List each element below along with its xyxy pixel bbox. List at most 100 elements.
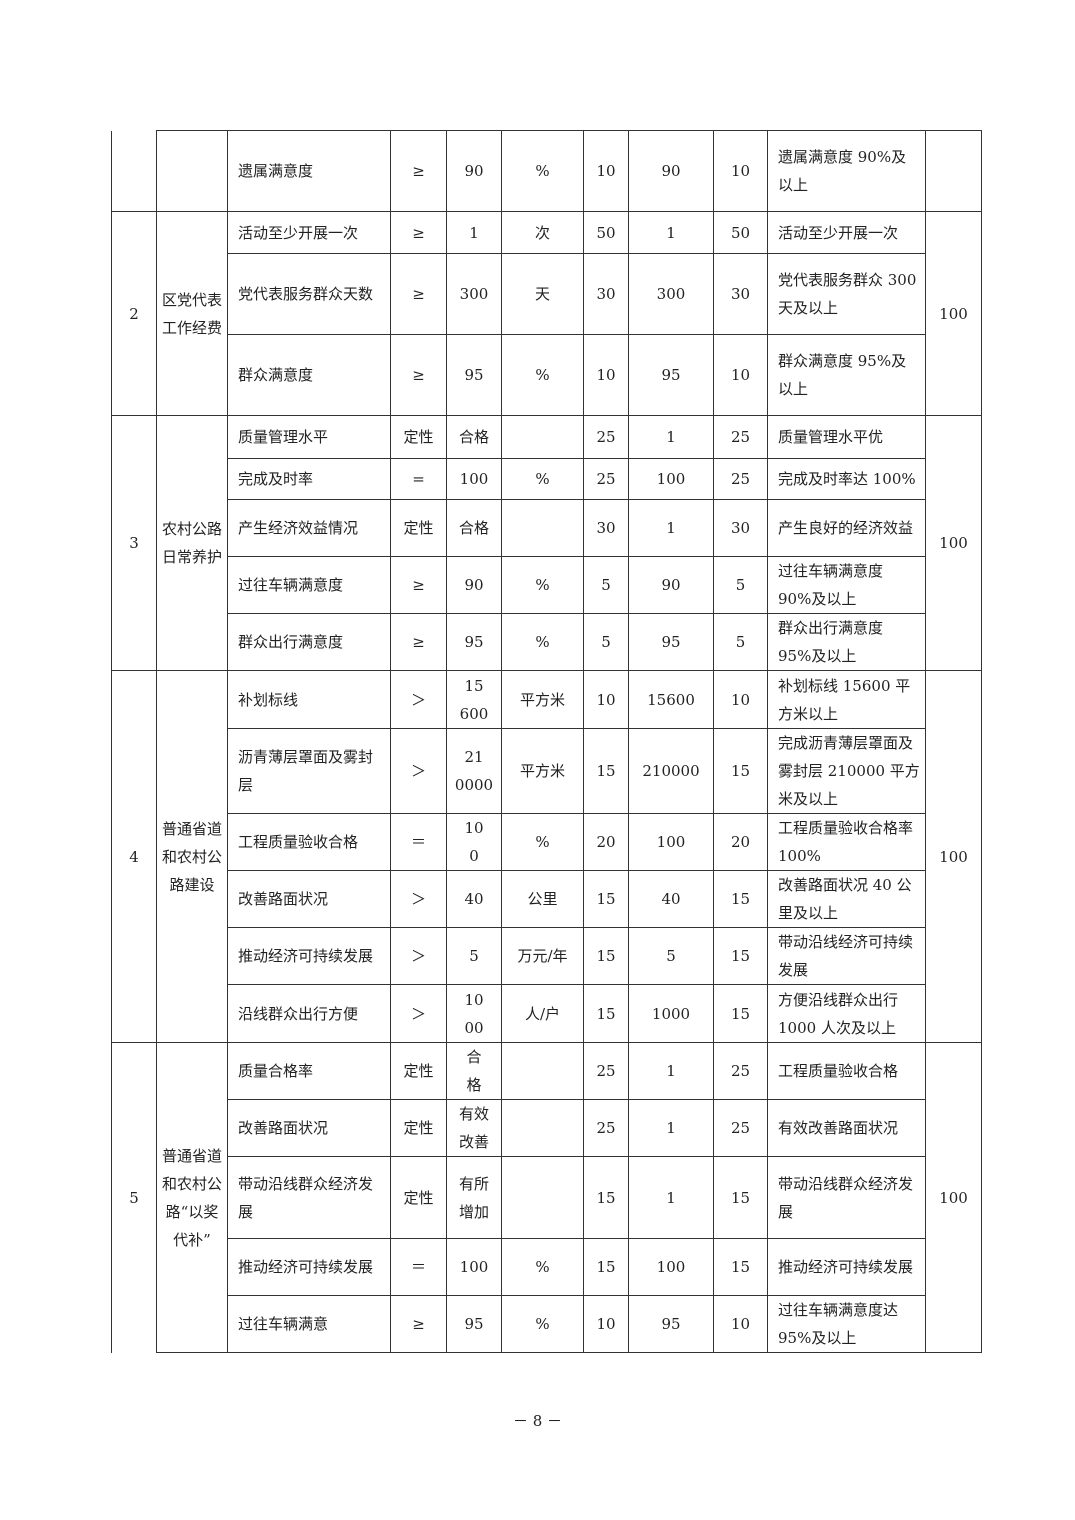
operator-cell: ＝ [390, 813, 447, 871]
actual-cell: 90 [628, 556, 714, 614]
operator-cell: ＞ [390, 728, 447, 814]
unit-cell: 人/户 [501, 984, 584, 1043]
project-name-cell: 普通省道和农村公路建设 [156, 670, 228, 1043]
target-cell: 5 [446, 927, 502, 985]
description-cell: 推动经济可持续发展 [767, 1238, 926, 1296]
table-row: 2 区党代表工作经费 活动至少开展一次 ≥1 次 50 1 50 活动至少开展一次 100 [111, 211, 982, 416]
indicator-cell: 过往车辆满意 [227, 1295, 391, 1353]
unit-cell: % [501, 458, 584, 500]
target-cell: 100 [446, 1238, 502, 1296]
weight-cell: 10 [583, 130, 629, 212]
group-number-cell [111, 130, 157, 212]
weight-cell: 15 [583, 984, 629, 1043]
target-cell: 40 [446, 870, 502, 928]
description-cell: 过往车辆满意度达 95%及以上 [767, 1295, 926, 1353]
operator-cell: ≥ [390, 556, 447, 614]
earned-cell: 20 [713, 813, 768, 871]
total-score-cell: 100 [925, 211, 982, 416]
indicator-cell: 完成及时率 [227, 458, 391, 500]
earned-cell: 25 [713, 1042, 768, 1100]
description-cell: 过往车辆满意度 90%及以上 [767, 556, 926, 614]
table-row: 沿线群众出行方便＞ 10 00 人/户 15 1000 15 方便沿线群众出行 1000 人… [112, 984, 982, 1043]
target-cell: 10 0 [446, 813, 502, 871]
table-row: 沥青薄层罩面及雾封层＞ 21 0000 平方米 15 210000 15 完成沥青薄层罩面及… [112, 728, 982, 814]
description-cell: 有效改善路面状况 [767, 1099, 926, 1157]
earned-cell: 10 [713, 130, 768, 212]
actual-cell: 5 [628, 927, 714, 985]
actual-cell: 100 [628, 813, 714, 871]
actual-cell: 95 [628, 1295, 714, 1353]
group-number-cell: 4 [111, 670, 157, 1043]
table-row: 过往车辆满意度 ≥90% 5 90 5 过往车辆满意度 90%及以上 [112, 556, 982, 614]
indicator-cell: 沿线群众出行方便 [227, 984, 391, 1043]
earned-cell: 15 [713, 984, 768, 1043]
indicator-cell: 过往车辆满意度 [227, 556, 391, 614]
target-cell: 有所 增加 [446, 1156, 502, 1239]
unit-cell: 天 [501, 253, 584, 335]
description-cell: 完成沥青薄层罩面及雾封层 210000 平方米及以上 [767, 728, 926, 814]
operator-cell: ＞ [390, 670, 447, 729]
performance-indicator-table: 遗属满意度 ≥90% 10 90 10 遗属满意度 90%及以上 2 区党代表工作经费 活动至少… [111, 130, 982, 1353]
weight-cell: 10 [583, 1295, 629, 1353]
actual-cell: 100 [628, 458, 714, 500]
weight-cell: 10 [583, 670, 629, 729]
operator-cell: ≥ [390, 334, 447, 416]
operator-cell: 定性 [390, 1042, 447, 1100]
table-row: 带动沿线群众经济发展 定性 有所 增加 15 1 15 带动沿线群众经济发展 [112, 1156, 982, 1239]
total-score-cell: 100 [925, 415, 982, 671]
target-cell: 15 600 [446, 670, 502, 729]
description-cell: 产生良好的经济效益 [767, 499, 926, 557]
target-cell: 95 [446, 334, 502, 416]
unit-cell [501, 1042, 584, 1100]
actual-cell: 1 [628, 1099, 714, 1157]
target-cell: 合格 [446, 415, 502, 459]
description-cell: 完成及时率达 100% [767, 458, 926, 500]
operator-cell: 定性 [390, 499, 447, 557]
table-row: 遗属满意度 ≥90% 10 90 10 遗属满意度 90%及以上 [111, 130, 982, 212]
target-cell: 300 [446, 253, 502, 335]
weight-cell: 25 [583, 415, 629, 459]
description-cell: 带动沿线经济可持续发展 [767, 927, 926, 985]
weight-cell: 25 [583, 458, 629, 500]
description-cell: 质量管理水平优 [767, 415, 926, 459]
actual-cell: 40 [628, 870, 714, 928]
target-cell: 90 [446, 556, 502, 614]
actual-cell: 1 [628, 1156, 714, 1239]
operator-cell: 定性 [390, 415, 447, 459]
unit-cell: 平方米 [501, 670, 584, 729]
total-score-cell: 100 [925, 1042, 982, 1353]
description-cell: 带动沿线群众经济发展 [767, 1156, 926, 1239]
actual-cell: 210000 [628, 728, 714, 814]
group-number-cell: 5 [111, 1042, 157, 1353]
earned-cell: 15 [713, 728, 768, 814]
project-name-cell [156, 130, 228, 212]
unit-cell [501, 499, 584, 557]
earned-cell: 30 [713, 253, 768, 335]
project-name-cell: 区党代表工作经费 [156, 211, 228, 416]
table-row: 过往车辆满意 ≥95% 10 95 10 过往车辆满意度达 95%及以上 [112, 1295, 982, 1353]
unit-cell: % [501, 1295, 584, 1353]
target-cell: 21 0000 [446, 728, 502, 814]
indicator-cell: 遗属满意度 [227, 130, 391, 212]
target-cell: 95 [446, 613, 502, 671]
unit-cell: % [501, 130, 584, 212]
operator-cell: ≥ [390, 130, 447, 212]
target-cell: 90 [446, 130, 502, 212]
target-cell: 1 [446, 211, 502, 254]
indicator-cell: 补划标线 [227, 670, 391, 729]
indicator-cell: 产生经济效益情况 [227, 499, 391, 557]
page-number: － 8 － [512, 1412, 563, 1430]
indicator-cell: 改善路面状况 [227, 1099, 391, 1157]
actual-cell: 1 [628, 211, 714, 254]
indicator-cell: 党代表服务群众天数 [227, 253, 391, 335]
indicator-cell: 改善路面状况 [227, 870, 391, 928]
actual-cell: 300 [628, 253, 714, 335]
earned-cell: 25 [713, 458, 768, 500]
earned-cell: 25 [713, 415, 768, 459]
earned-cell: 5 [713, 556, 768, 614]
earned-cell: 25 [713, 1099, 768, 1157]
description-cell: 活动至少开展一次 [767, 211, 926, 254]
unit-cell: % [501, 813, 584, 871]
weight-cell: 15 [583, 1238, 629, 1296]
weight-cell: 25 [583, 1042, 629, 1100]
